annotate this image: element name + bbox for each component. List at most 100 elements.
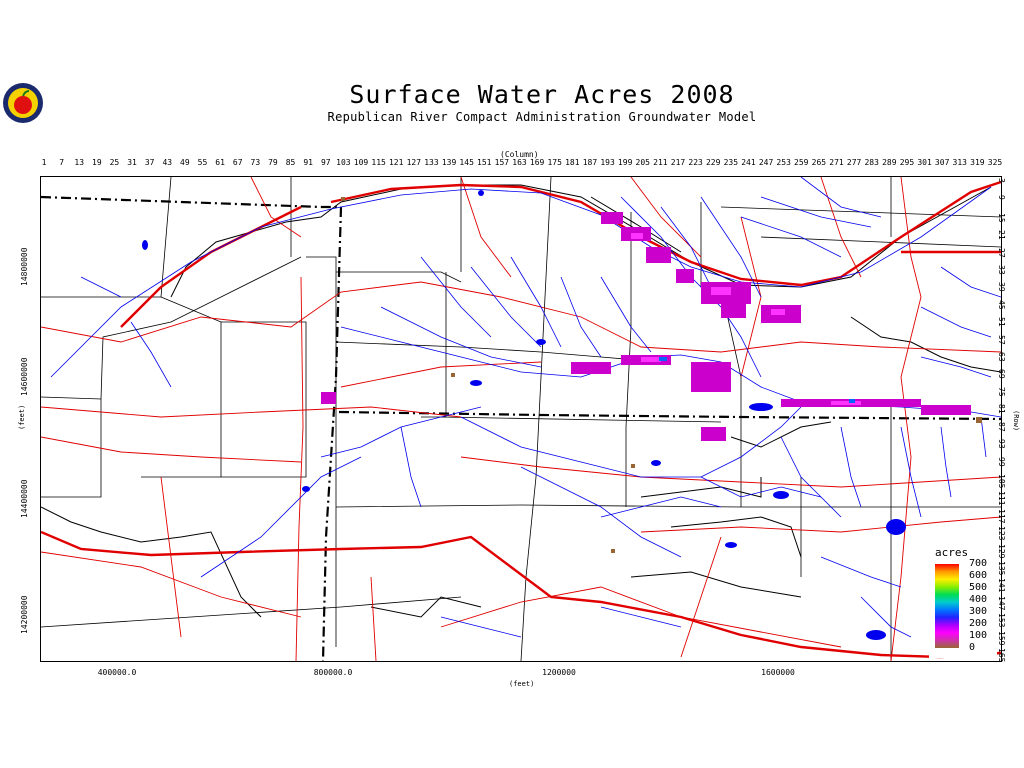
legend-tick: 400 [969, 594, 988, 605]
column-tick: 193 [600, 158, 615, 167]
y-tick: 14200000 [20, 595, 29, 634]
y-axis-title: (feet) [18, 404, 26, 430]
column-tick: 73 [250, 158, 261, 167]
column-tick: 295 [899, 158, 915, 167]
row-tick: 27 [997, 247, 1006, 258]
row-tick: 111 [997, 491, 1006, 506]
column-tick: 79 [268, 158, 278, 167]
column-tick: 259 [794, 158, 809, 167]
y-tick: 14400000 [20, 479, 29, 518]
row-tick: 105 [997, 473, 1006, 489]
column-tick: 163 [512, 158, 527, 167]
row-tick: 15 [997, 212, 1006, 223]
page-title: Surface Water Acres 2008 [349, 80, 735, 109]
row-tick: 57 [997, 334, 1006, 345]
row-tick: 21 [997, 230, 1006, 240]
legend-tick: 500 [969, 582, 988, 593]
x-tick: 1600000 [761, 668, 795, 677]
surface-water-acres-cells [321, 197, 982, 553]
legend-tick: 300 [969, 606, 988, 617]
column-tick: 313 [952, 158, 967, 167]
column-tick: 37 [144, 158, 155, 167]
column-tick: 199 [617, 158, 633, 167]
row-tick: 159 [997, 630, 1006, 646]
column-tick: 7 [59, 158, 65, 167]
row-tick: 81 [997, 404, 1006, 414]
column-tick: 211 [653, 158, 668, 167]
page-subtitle: Republican River Compact Administration … [327, 110, 757, 124]
row-tick: 33 [997, 265, 1006, 275]
row-tick: 147 [997, 595, 1006, 611]
county-boundaries [40, 176, 1002, 662]
column-axis-ticks: 1 7 13 19 25 31 37 43 49 55 61 67 73 79 85 91 97 103 109 11… [0, 158, 1024, 170]
row-tick: 135 [997, 560, 1006, 576]
x-tick: 800000.0 [313, 668, 353, 677]
legend-tick: 700 [969, 558, 988, 569]
apple-seal-logo-icon [3, 83, 43, 123]
column-tick: 55 [197, 158, 208, 167]
column-axis-title: (Column) [500, 150, 539, 159]
row-tick: 123 [997, 526, 1006, 541]
column-tick: 91 [303, 158, 313, 167]
column-tick: 235 [723, 158, 739, 167]
column-tick: 307 [934, 158, 950, 167]
y-tick: 14600000 [20, 357, 29, 396]
legend-title: acres [935, 546, 969, 559]
legend-tick: 100 [969, 630, 988, 641]
row-tick: 3 [997, 178, 1006, 183]
x-axis-title: (feet) [509, 680, 535, 688]
column-tick: 25 [109, 158, 120, 167]
column-tick: 271 [829, 158, 844, 167]
column-tick: 283 [864, 158, 879, 167]
column-tick: 103 [336, 158, 351, 167]
row-tick: 75 [997, 386, 1006, 397]
column-tick: 301 [917, 158, 932, 167]
column-tick: 109 [353, 158, 369, 167]
column-tick: 205 [635, 158, 650, 167]
column-tick: 289 [882, 158, 897, 167]
row-axis-title: (Row) [1012, 410, 1020, 432]
column-tick: 223 [688, 158, 703, 167]
column-tick: 253 [776, 158, 791, 167]
row-tick: 87 [997, 421, 1006, 432]
row-tick: 165 [997, 648, 1006, 663]
column-tick: 85 [285, 158, 296, 167]
reservoirs [142, 190, 906, 640]
row-tick: 129 [997, 543, 1006, 558]
row-tick: 63 [997, 352, 1006, 362]
legend-tick: 600 [969, 570, 988, 581]
y-tick: 14800000 [20, 247, 29, 286]
column-tick: 169 [529, 158, 545, 167]
column-tick: 133 [424, 158, 439, 167]
column-tick: 121 [388, 158, 404, 167]
x-tick: 1200000 [542, 668, 576, 677]
column-tick: 217 [670, 158, 686, 167]
x-tick: 400000.0 [97, 668, 137, 677]
row-tick: 99 [997, 456, 1006, 467]
column-tick: 61 [215, 158, 225, 167]
column-tick: 265 [811, 158, 827, 167]
column-tick: 97 [320, 158, 331, 167]
column-tick: 19 [92, 158, 102, 167]
row-tick: 39 [997, 282, 1006, 293]
row-tick: 9 [997, 195, 1006, 201]
acres-legend: acres 700 600 500 400 300 200 100 0 [929, 544, 997, 658]
row-tick: 117 [997, 508, 1006, 524]
column-tick: 175 [547, 158, 562, 167]
row-tick: 93 [997, 439, 1006, 449]
column-tick: 181 [565, 158, 580, 167]
column-tick: 319 [970, 158, 985, 167]
row-tick: 69 [997, 369, 1006, 380]
state-line [40, 195, 1002, 662]
row-tick: 45 [997, 299, 1006, 310]
legend-tick: 200 [969, 618, 988, 629]
column-tick: 247 [758, 158, 774, 167]
road-network [40, 176, 1002, 662]
row-tick: 141 [997, 578, 1006, 593]
column-tick: 43 [162, 158, 173, 167]
column-tick: 151 [477, 158, 492, 167]
column-tick: 325 [987, 158, 1003, 167]
column-tick: 277 [846, 158, 862, 167]
column-tick: 13 [74, 158, 85, 167]
column-tick: 67 [232, 158, 243, 167]
